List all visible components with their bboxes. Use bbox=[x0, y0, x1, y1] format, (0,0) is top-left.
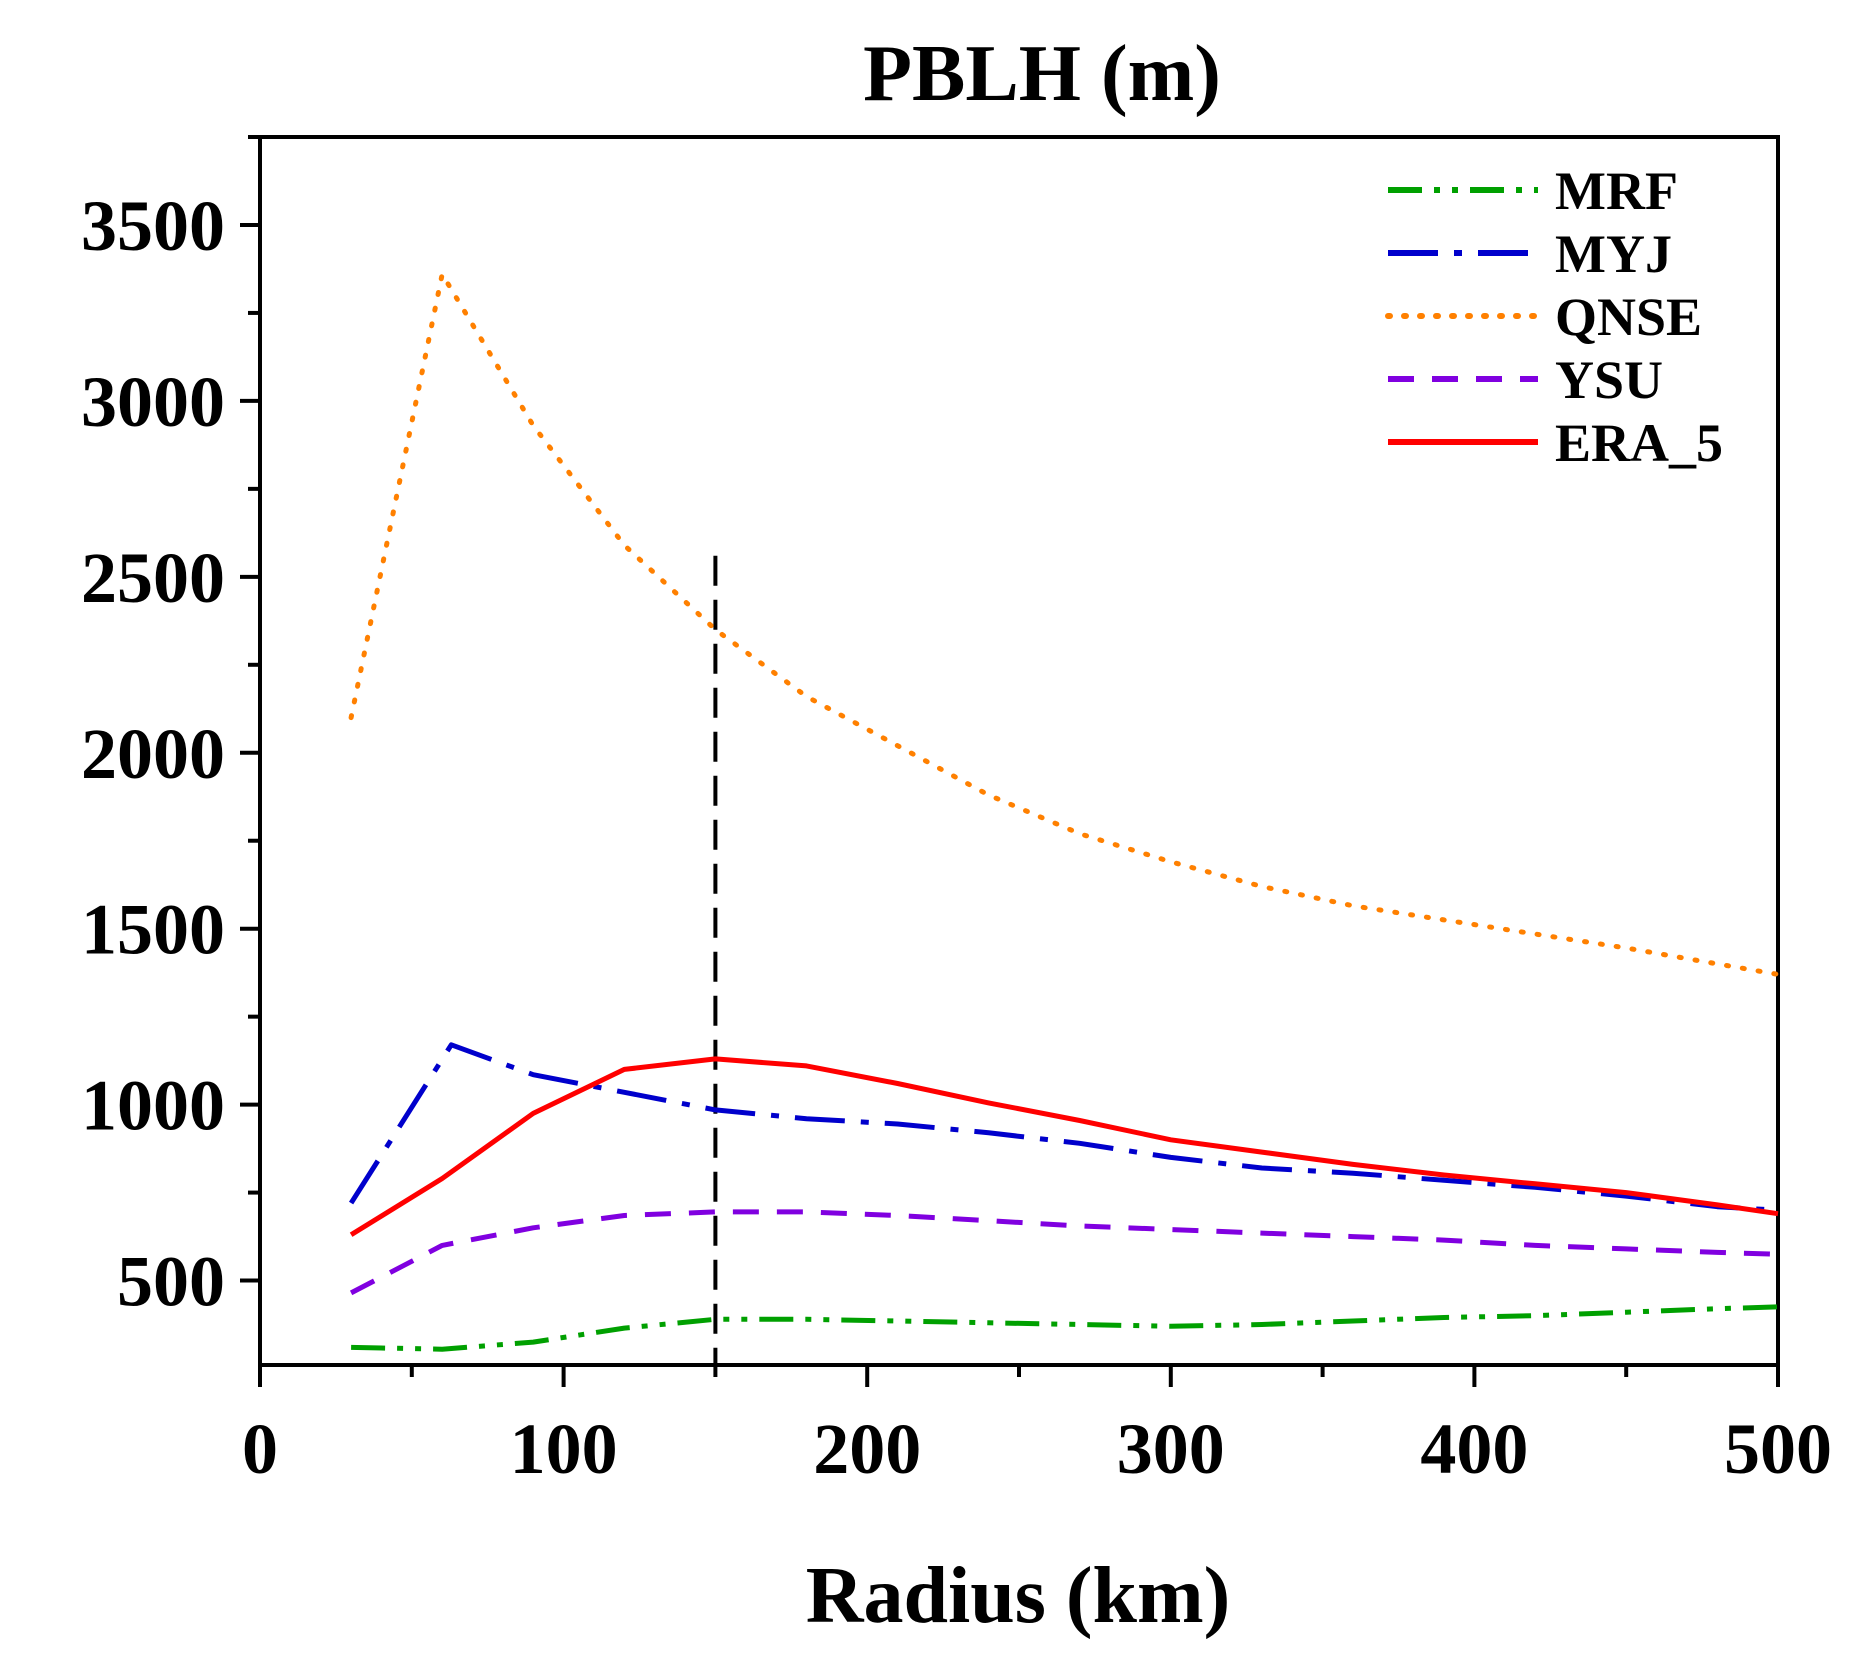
series-line-mrf bbox=[351, 1304, 1779, 1352]
legend-label-ysu: YSU bbox=[1555, 350, 1663, 410]
chart-title: PBLH (m) bbox=[863, 30, 1221, 118]
x-tick-label: 300 bbox=[1117, 1409, 1225, 1489]
x-tick-label: 500 bbox=[1724, 1409, 1832, 1489]
legend-label-qnse: QNSE bbox=[1555, 287, 1702, 347]
y-tick-label: 2000 bbox=[81, 714, 225, 794]
legend-label-era-5: ERA_5 bbox=[1555, 413, 1723, 473]
legend-label-mrf: MRF bbox=[1555, 161, 1678, 221]
x-tick-label: 0 bbox=[242, 1409, 278, 1489]
x-tick-label: 200 bbox=[813, 1409, 921, 1489]
x-tick-label: 400 bbox=[1420, 1409, 1528, 1489]
axes: 500 1000 1500 2000 2500 3000 3500 0 100 200 300 400… bbox=[81, 135, 1832, 1489]
plot-area bbox=[258, 135, 1780, 1367]
y-tick-label: 1500 bbox=[81, 890, 225, 970]
x-tick-label: 100 bbox=[510, 1409, 618, 1489]
series-line-era-5 bbox=[349, 1056, 1779, 1237]
y-tick-label: 1000 bbox=[81, 1066, 225, 1146]
legend-label-myj: MYJ bbox=[1555, 224, 1672, 284]
y-tick-label: 3000 bbox=[81, 362, 225, 442]
series-layer bbox=[348, 271, 1781, 1365]
y-tick-label: 2500 bbox=[81, 538, 225, 618]
x-axis-title: Radius (km) bbox=[806, 1552, 1231, 1640]
plot-frame bbox=[258, 135, 1780, 1367]
y-tick-label: 3500 bbox=[81, 186, 225, 266]
y-tick-label: 500 bbox=[117, 1242, 225, 1322]
